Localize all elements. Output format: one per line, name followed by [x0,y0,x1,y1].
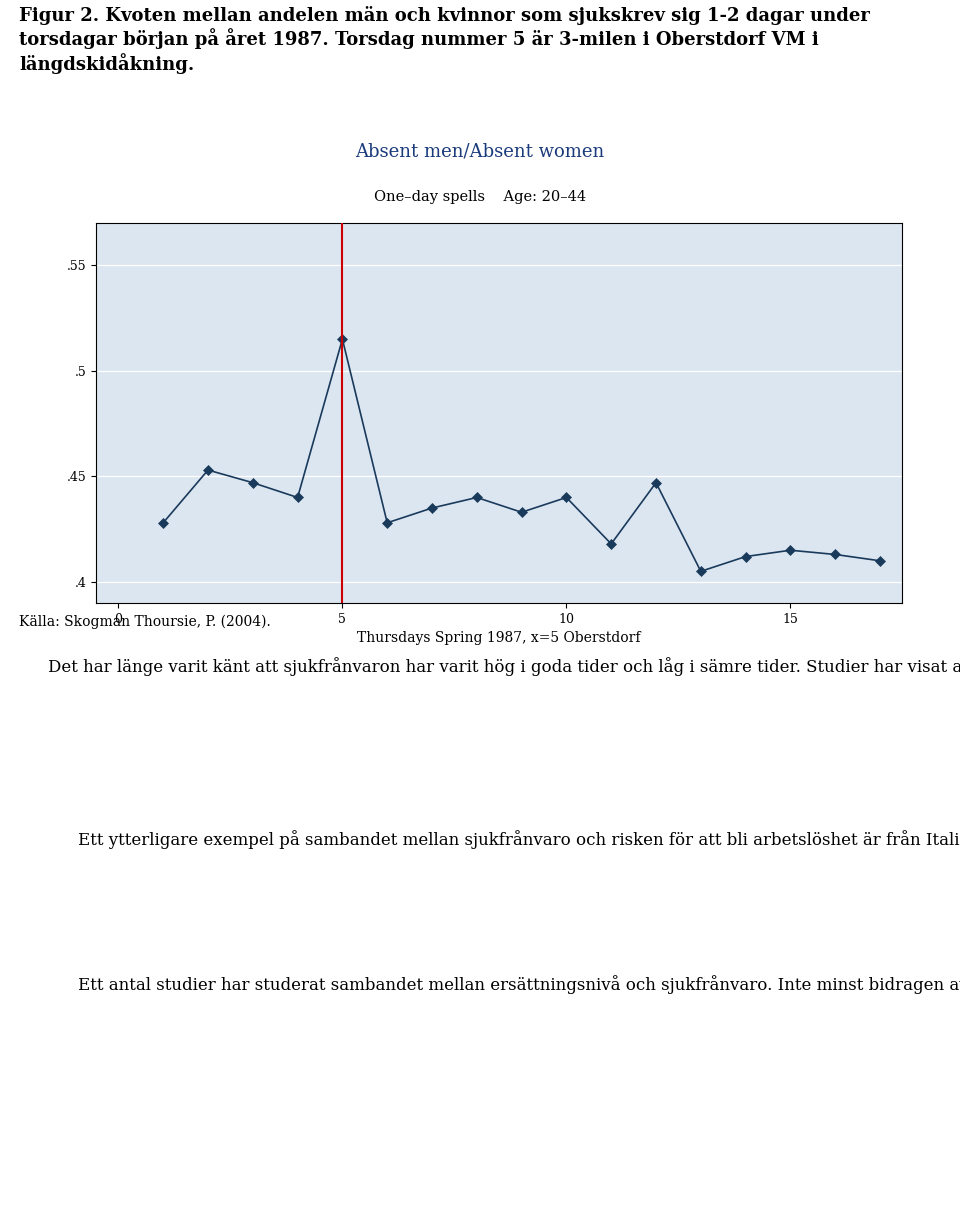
Text: One–day spells    Age: 20–44: One–day spells Age: 20–44 [374,189,586,204]
Text: Figur 2. Kvoten mellan andelen män och kvinnor som sjukskrev sig 1-2 dagar under: Figur 2. Kvoten mellan andelen män och k… [19,6,870,74]
Text: Det har länge varit känt att sjukfrånvaron har varit hög i goda tider och låg i : Det har länge varit känt att sjukfrånvar… [48,657,960,677]
Text: Ett antal studier har studerat sambandet mellan ersättningsnivå och sjukfrånvaro: Ett antal studier har studerat sambandet… [79,976,960,995]
Text: Ett ytterligare exempel på sambandet mellan sjukfrånvaro och risken för att bli : Ett ytterligare exempel på sambandet mel… [79,830,960,849]
X-axis label: Thursdays Spring 1987, x=5 Oberstdorf: Thursdays Spring 1987, x=5 Oberstdorf [357,631,641,645]
Text: Absent men/Absent women: Absent men/Absent women [355,142,605,160]
Text: Källa: Skogman Thoursie, P. (2004).: Källa: Skogman Thoursie, P. (2004). [19,615,271,630]
